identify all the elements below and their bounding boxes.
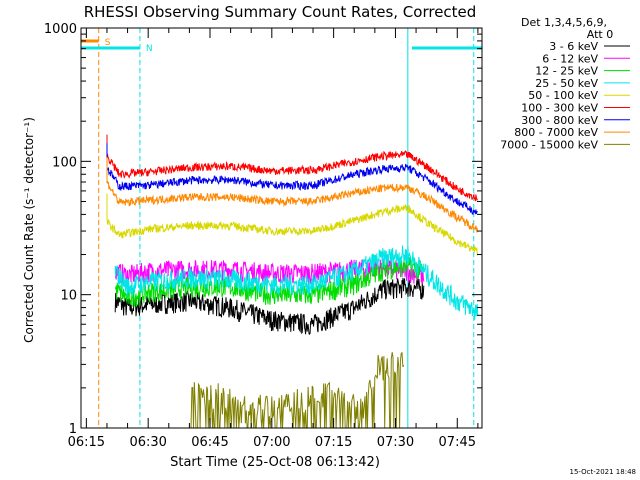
series-line-7000-15000-kev: [189, 351, 405, 428]
series-50-100-kev: [106, 193, 478, 256]
legend-label-3-6-kev: 3 - 6 keV: [549, 40, 598, 53]
series-3-6-kev: [114, 277, 425, 335]
y-axis-label: Corrected Count Rate (s⁻¹ detector⁻¹): [22, 117, 36, 343]
series-100-300-kev: [106, 134, 478, 202]
x-tick-label-07-45: 07:45: [439, 435, 476, 450]
axes: 1 10 100 1000 06:15 06:30 06:45 07:00 07:15 07:30…: [44, 22, 483, 450]
series-line-3-6-kev: [114, 277, 425, 335]
legend-label-6-12-kev: 6 - 12 keV: [542, 52, 598, 65]
chart-title: RHESSI Observing Summary Count Rates, Co…: [84, 3, 477, 21]
series-line-300-800-kev: [106, 143, 478, 215]
x-tick-label-07-30: 07:30: [377, 435, 414, 450]
x-tick-label-06-15: 06:15: [68, 435, 105, 450]
legend-label-300-800-kev: 300 - 800 keV: [521, 114, 598, 127]
x-tick-label-07-15: 07:15: [315, 435, 352, 450]
x-axis-label: Start Time (25-Oct-08 06:13:42): [170, 455, 380, 470]
y-tick-label-1000: 1000: [44, 22, 77, 37]
series-7000-15000-kev: [189, 351, 405, 428]
x-tick-label-06-45: 06:45: [191, 435, 228, 450]
legend-label-100-300-kev: 100 - 300 keV: [521, 102, 598, 115]
plot-frame: [80, 27, 483, 429]
series-800-7000-kev: [106, 157, 478, 233]
series-line-12-25-kev: [114, 257, 425, 308]
series-line-800-7000-kev: [106, 157, 478, 233]
series-line-100-300-kev: [106, 134, 478, 202]
legend-label-800-7000-kev: 800 - 7000 keV: [514, 126, 598, 139]
footer-timestamp: 15-Oct-2021 18:48: [570, 468, 636, 476]
legend-header-line-2: Att 0: [587, 28, 613, 41]
legend-label-12-25-kev: 12 - 25 keV: [535, 65, 598, 78]
series-line-25-50-kev: [114, 245, 479, 320]
legend-label-7000-15000-kev: 7000 - 15000 keV: [500, 138, 598, 151]
legend-label-25-50-kev: 25 - 50 keV: [535, 77, 598, 90]
series-300-800-kev: [106, 143, 478, 215]
legend-label-50-100-kev: 50 - 100 keV: [528, 89, 598, 102]
x-tick-label-06-30: 06:30: [129, 435, 166, 450]
flag-label-s: S: [105, 38, 111, 48]
y-tick-label-100: 100: [52, 155, 77, 170]
x-tick-label-07-00: 07:00: [253, 435, 290, 450]
legend-header-line-1: Det 1,3,4,5,6,9,: [521, 16, 607, 29]
y-tick-label-10: 10: [60, 289, 77, 304]
flag-label-n: N: [146, 44, 153, 54]
y-tick-label-1: 1: [69, 422, 77, 437]
series-line-50-100-kev: [106, 193, 478, 256]
plot-area: [81, 28, 482, 428]
series-25-50-kev: [114, 245, 479, 320]
